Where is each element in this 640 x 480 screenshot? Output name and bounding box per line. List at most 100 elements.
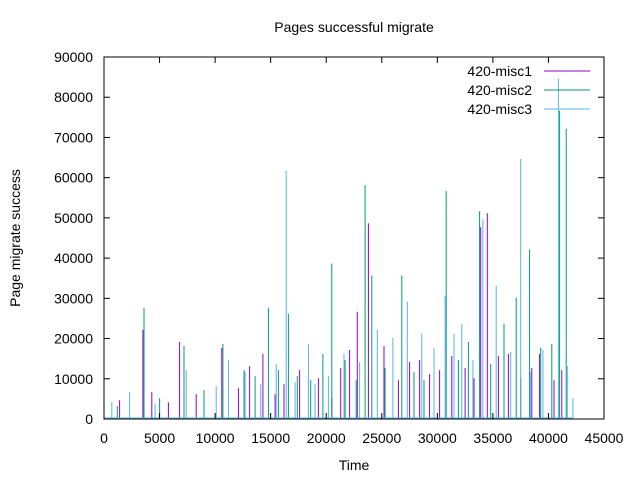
data-point — [185, 370, 187, 372]
data-point — [275, 364, 277, 366]
data-point — [294, 382, 296, 384]
y-tick-label: 90000 — [54, 49, 93, 65]
data-point — [376, 329, 378, 332]
data-point — [406, 301, 408, 303]
data-point — [464, 368, 466, 370]
data-point — [277, 370, 279, 372]
data-point — [356, 311, 358, 313]
data-point — [283, 384, 285, 386]
legend-label: 420-misc3 — [467, 101, 532, 117]
y-tick-label: 0 — [85, 411, 93, 427]
data-point — [327, 376, 329, 378]
y-tick-label: 60000 — [54, 170, 93, 186]
data-point — [267, 307, 269, 309]
data-point — [453, 333, 455, 336]
data-point — [331, 263, 333, 265]
x-tick-label: 40000 — [529, 430, 568, 446]
y-tick-label: 70000 — [54, 129, 93, 145]
x-tick-label: 0 — [100, 430, 108, 446]
data-point — [451, 356, 453, 358]
data-point — [296, 376, 298, 378]
data-point — [364, 185, 366, 187]
data-point — [310, 380, 312, 382]
data-point — [307, 344, 309, 346]
data-point — [119, 400, 121, 402]
data-point — [433, 348, 435, 350]
data-point — [367, 223, 369, 225]
data-point — [559, 110, 561, 112]
data-point — [215, 386, 217, 388]
data-point — [479, 211, 481, 213]
chart-title: Pages successful migrate — [274, 19, 434, 35]
data-point — [472, 360, 474, 362]
legend-label: 420-misc1 — [467, 63, 532, 79]
data-point — [497, 356, 499, 358]
y-tick-label: 40000 — [54, 250, 93, 266]
data-point — [237, 388, 239, 390]
data-point — [274, 394, 276, 396]
data-point — [151, 392, 153, 394]
y-tick-label: 20000 — [54, 331, 93, 347]
data-point — [317, 378, 319, 380]
series-line — [104, 111, 567, 419]
data-point — [349, 350, 351, 352]
data-point — [195, 394, 197, 396]
data-point — [515, 297, 517, 299]
data-point — [530, 372, 532, 374]
x-tick-label: 20000 — [307, 430, 346, 446]
series-line — [104, 213, 563, 419]
data-point — [490, 364, 492, 366]
data-point — [520, 159, 522, 161]
data-point — [503, 323, 505, 326]
data-point — [203, 390, 205, 392]
x-tick-label: 35000 — [473, 430, 512, 446]
data-point — [551, 344, 553, 346]
x-axis-label: Time — [339, 457, 370, 473]
data-point — [467, 342, 469, 344]
data-point — [444, 295, 446, 297]
data-point — [429, 374, 431, 376]
series-420-misc1 — [104, 213, 563, 419]
data-point — [142, 329, 144, 332]
x-tick-label: 25000 — [362, 430, 401, 446]
data-point — [254, 376, 256, 378]
data-point — [457, 360, 459, 362]
data-point — [423, 380, 425, 382]
y-tick-label: 80000 — [54, 89, 93, 105]
data-point — [322, 354, 324, 356]
data-point — [565, 128, 567, 130]
data-point — [159, 398, 161, 400]
data-point — [243, 370, 245, 372]
series-layer — [104, 78, 574, 419]
data-point — [260, 384, 262, 386]
data-point — [383, 346, 385, 348]
x-tick-label: 5000 — [144, 430, 175, 446]
data-point — [371, 275, 373, 277]
data-point — [222, 344, 224, 346]
data-point — [445, 191, 447, 193]
y-tick-label: 50000 — [54, 210, 93, 226]
data-point — [553, 380, 555, 382]
x-tick-label: 30000 — [418, 430, 457, 446]
data-point — [510, 352, 512, 354]
data-point — [401, 275, 403, 277]
data-point — [167, 402, 169, 404]
data-point — [344, 360, 346, 362]
data-point — [409, 362, 411, 364]
series-420-misc2 — [104, 110, 567, 419]
data-point — [461, 323, 463, 326]
data-point — [572, 398, 574, 400]
data-point — [566, 366, 568, 368]
data-point — [482, 219, 484, 221]
data-point — [486, 213, 488, 215]
data-point — [227, 360, 229, 362]
series-line — [104, 79, 574, 419]
data-point — [539, 354, 541, 356]
data-point — [355, 380, 357, 382]
data-point — [473, 378, 475, 380]
data-point — [221, 348, 223, 350]
legend-label: 420-misc2 — [467, 82, 532, 98]
data-point — [397, 380, 399, 382]
x-tick-label: 45000 — [585, 430, 624, 446]
